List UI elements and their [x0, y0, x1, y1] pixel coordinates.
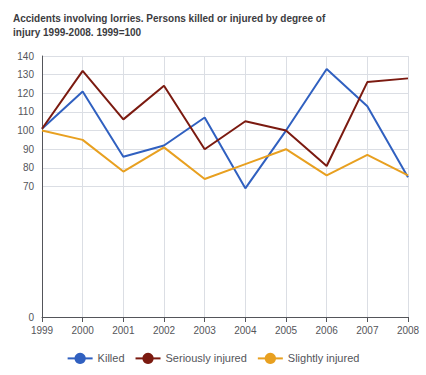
svg-text:2003: 2003 [194, 325, 217, 336]
svg-text:Killed: Killed [98, 352, 125, 364]
svg-text:80: 80 [23, 162, 35, 173]
svg-text:110: 110 [18, 106, 34, 117]
svg-text:2001: 2001 [112, 325, 135, 336]
svg-text:2008: 2008 [397, 325, 420, 336]
svg-text:120: 120 [17, 88, 34, 99]
svg-text:2002: 2002 [153, 325, 176, 336]
svg-text:Seriously injured: Seriously injured [166, 352, 247, 364]
svg-text:140: 140 [17, 51, 34, 62]
svg-text:100: 100 [17, 125, 34, 136]
svg-text:130: 130 [17, 69, 34, 80]
svg-text:70: 70 [23, 181, 35, 192]
svg-text:Accidents involving lorries. P: Accidents involving lorries. Persons kil… [13, 13, 326, 24]
svg-text:2006: 2006 [316, 325, 339, 336]
svg-text:2004: 2004 [234, 325, 257, 336]
svg-text:2005: 2005 [275, 325, 298, 336]
svg-text:2000: 2000 [72, 325, 95, 336]
svg-text:injury 1999-2008. 1999=100: injury 1999-2008. 1999=100 [13, 27, 142, 38]
svg-text:Slightly injured: Slightly injured [288, 352, 360, 364]
svg-text:90: 90 [23, 144, 35, 155]
svg-text:0: 0 [28, 312, 34, 323]
svg-text:1999: 1999 [31, 325, 54, 336]
svg-text:2007: 2007 [356, 325, 379, 336]
